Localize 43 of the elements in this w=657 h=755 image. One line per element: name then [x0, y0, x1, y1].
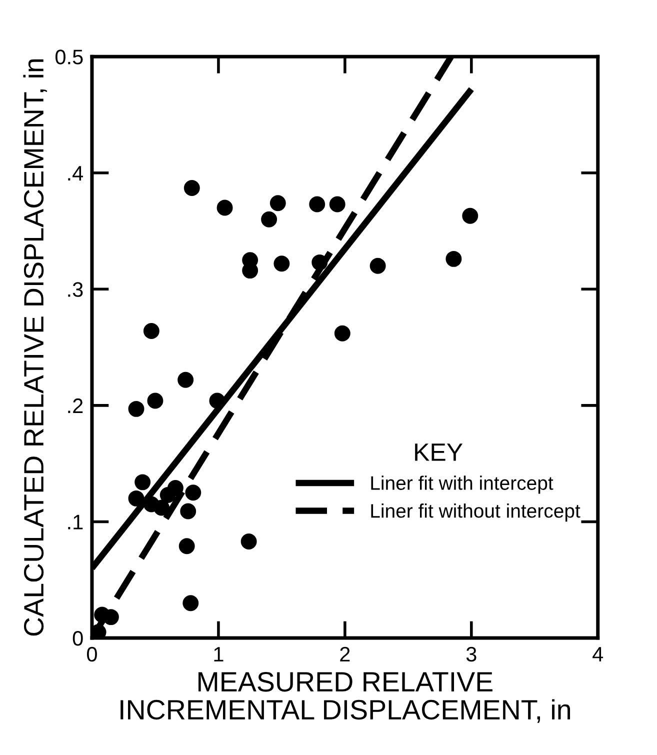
x-tick-label: 1: [214, 647, 224, 662]
point: [182, 595, 199, 612]
point: [154, 500, 170, 516]
point: [167, 480, 184, 496]
point: [312, 254, 328, 270]
legend-label: Liner fit without intercept: [371, 504, 580, 522]
point: [128, 400, 144, 417]
point: [309, 196, 326, 212]
y-tick-label: .2: [68, 398, 83, 413]
y-tick-label: .4: [68, 166, 84, 180]
point: [270, 195, 286, 212]
x-tick-label: 3: [466, 646, 476, 662]
x-tick-label: 2: [340, 646, 350, 662]
point: [143, 323, 160, 339]
x-tick-label: 4: [592, 647, 604, 662]
point: [209, 392, 226, 409]
point: [334, 325, 350, 342]
point: [216, 200, 233, 216]
legend-title: KEY: [415, 444, 463, 461]
x-tick-label: 0: [87, 646, 97, 662]
point: [180, 503, 196, 520]
point: [178, 538, 195, 554]
y-tick-label: .1: [68, 514, 83, 530]
point: [134, 474, 151, 490]
point: [178, 372, 194, 388]
point: [274, 256, 290, 272]
point: [462, 208, 478, 224]
point: [147, 392, 164, 409]
point: [92, 624, 106, 638]
point: [370, 258, 386, 274]
y-tick-label: .3: [68, 282, 83, 297]
point: [329, 196, 346, 212]
point: [261, 211, 278, 228]
point: [446, 250, 462, 267]
point: [184, 180, 200, 196]
point: [185, 484, 202, 501]
y-tick-label: 0: [72, 630, 83, 646]
y-tick-label: 0.5: [56, 50, 83, 64]
legend-label: Liner fit with intercept: [371, 476, 554, 494]
y-axis-title: CALCULATED RELATIVE DISPLACEMENT, in: [23, 59, 47, 636]
x-axis-title: MEASURED RELATIVE INCREMENTAL DISPLACEMENT, in: [120, 672, 570, 723]
point: [240, 533, 257, 550]
point: [128, 490, 144, 506]
